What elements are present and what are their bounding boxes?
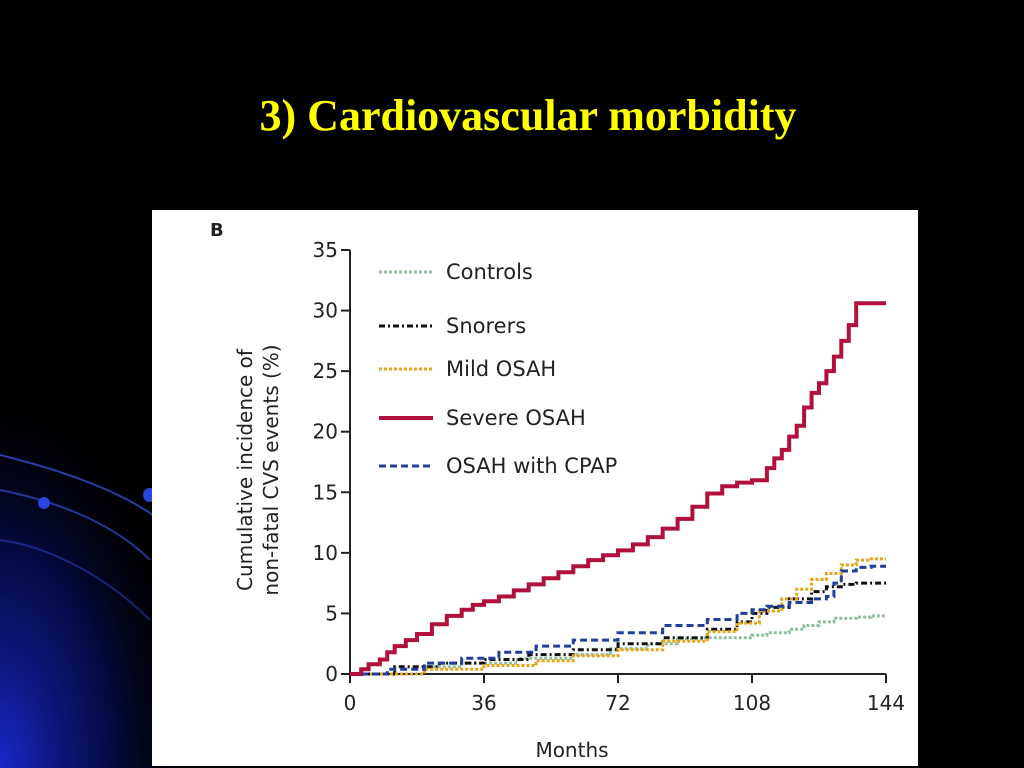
y-tick-label: 10 (313, 541, 338, 565)
legend-label: OSAH with CPAP (446, 454, 617, 478)
cumulative-incidence-chart: B 0 5 10 15 20 25 30 35 0 36 72 108 144 Controls Snor… (210, 220, 906, 762)
x-axis-title: Months (535, 738, 608, 762)
y-axis-title-line-2: non-fatal CVS events (%) (259, 344, 283, 595)
legend-label: Controls (446, 260, 533, 284)
y-tick-label: 35 (313, 238, 338, 262)
legend: Controls Snorers Mild OSAH Severe OSAH OSAH … (379, 260, 617, 478)
y-tick-label: 25 (313, 359, 338, 383)
y-tick-label: 20 (313, 420, 338, 444)
y-tick-label: 5 (325, 601, 338, 625)
decoration-dot (38, 497, 50, 509)
chart-panel: B 0 5 10 15 20 25 30 35 0 36 72 108 144 Controls Snor… (152, 210, 918, 766)
slide-title: 3) Cardiovascular morbidity (259, 91, 797, 140)
y-tick-label: 15 (313, 480, 338, 504)
y-tick-label: 0 (325, 662, 338, 686)
series-line-mild-osah (350, 557, 886, 676)
y-axis-title-line-1: Cumulative incidence of (233, 348, 257, 591)
panel-label: B (210, 220, 224, 241)
legend-label: Mild OSAH (446, 357, 556, 381)
swoosh-line (0, 539, 151, 621)
x-tick-label: 0 (344, 691, 357, 715)
swoosh-line (0, 489, 151, 561)
series-layer (350, 301, 886, 676)
x-tick-label: 144 (867, 691, 905, 715)
swoosh-line (0, 454, 161, 521)
x-tick-label: 72 (605, 691, 630, 715)
y-tick-label: 30 (313, 299, 338, 323)
legend-label: Severe OSAH (446, 406, 586, 430)
series-line-severe-osah (350, 301, 886, 676)
x-tick-label: 36 (471, 691, 496, 715)
legend-label: Snorers (446, 314, 526, 338)
axes: 0 5 10 15 20 25 30 35 0 36 72 108 144 (313, 238, 906, 715)
y-axis-title: Cumulative incidence of non-fatal CVS ev… (233, 344, 283, 595)
series-line-osah-with-cpap (350, 564, 886, 676)
x-tick-label: 108 (733, 691, 771, 715)
